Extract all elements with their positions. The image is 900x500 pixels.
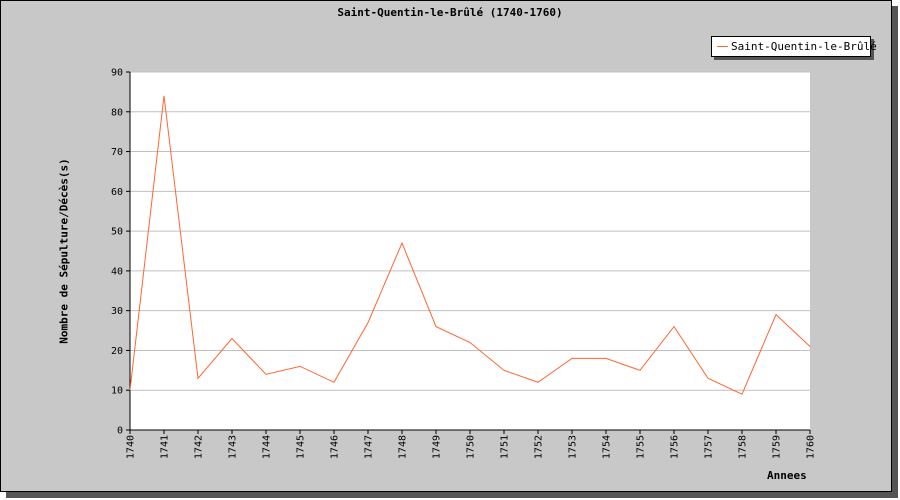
x-tick-label: 1748 [398,435,409,459]
legend-swatch [717,46,728,47]
x-tick-label: 1750 [466,435,477,459]
legend-label: Saint-Quentin-le-Brûlé [731,40,877,53]
y-tick-label: 0 [117,426,123,437]
x-tick-label: 1752 [534,435,545,459]
x-axis-label: Annees [767,469,807,482]
x-tick-label: 1742 [194,435,205,459]
y-tick-label: 50 [111,227,123,238]
y-tick-label: 60 [111,187,123,198]
x-tick-label: 1741 [160,435,171,459]
series [129,95,811,395]
x-tick-label: 1754 [602,435,613,459]
x-tick-label: 1745 [296,435,307,459]
x-tick-label: 1744 [262,435,273,459]
grid [130,71,810,391]
x-tick-label: 1753 [568,435,579,459]
x-tick-label: 1743 [228,435,239,459]
x-tick-label: 1758 [738,435,749,459]
x-tick-label: 1749 [432,435,443,459]
y-tick-label: 80 [111,107,123,118]
x-tick-label: 1740 [126,435,137,459]
y-tick-label: 70 [111,147,123,158]
x-tick-label: 1746 [330,435,341,459]
y-tick-label: 40 [111,266,123,277]
legend: Saint-Quentin-le-Brûlé [711,36,877,57]
x-tick-label: 1760 [806,435,817,459]
y-ticks: 0 10 20 30 40 50 60 70 80 90 [111,68,130,437]
y-tick-label: 30 [111,306,123,317]
x-ticks: 1740 1741 1742 1743 1744 1745 1746 1747 1748 1749… [126,430,817,459]
x-tick-label: 1757 [704,435,715,459]
x-tick-label: 1751 [500,435,511,459]
x-tick-label: 1747 [364,435,375,459]
x-tick-label: 1759 [772,435,783,459]
x-tick-label: 1755 [636,435,647,459]
y-tick-label: 10 [111,386,123,397]
chart-title: Saint-Quentin-le-Brûlé (1740-1760) [337,6,563,19]
y-tick-label: 20 [111,346,123,357]
y-tick-label: 90 [111,68,123,79]
x-tick-label: 1756 [670,435,681,459]
plot-background [130,72,810,430]
